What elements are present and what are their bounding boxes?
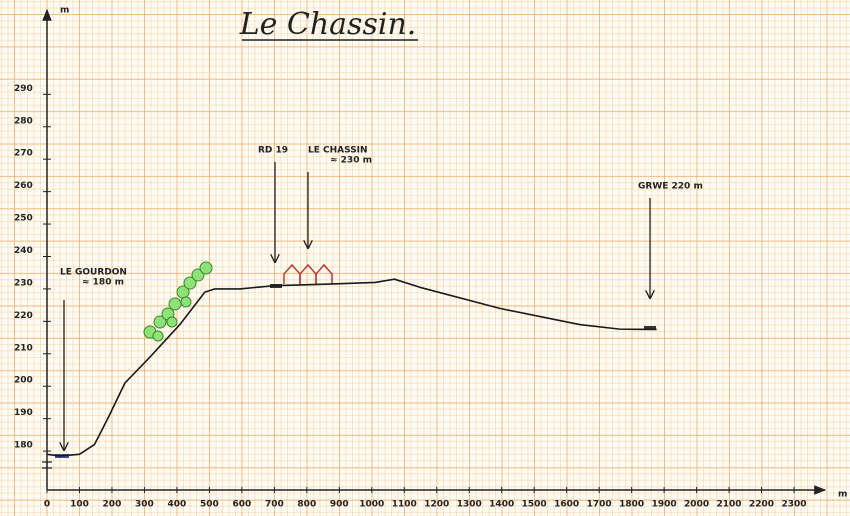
x-tick-label: 1400 [489,500,514,510]
x-tick-label: 1100 [392,500,417,510]
y-tick-label: 210 [14,343,33,353]
x-tick-label: 0 [44,500,50,510]
x-tick-label: 800 [297,500,316,510]
axis-break [42,461,52,469]
x-tick-label: 1600 [554,500,579,510]
y-tick-label: 280 [14,116,33,126]
y-tick-label: 290 [14,84,33,94]
y-tick-label: 220 [14,311,33,321]
x-tick-label: 1700 [587,500,612,510]
annotation: GRWE 220 m [638,182,703,192]
x-tick-label: 300 [135,500,154,510]
houses [283,263,333,284]
x-tick-label: 500 [200,500,219,510]
annotation: LE GOURDON [60,268,127,278]
x-tick-label: 100 [70,500,89,510]
annotation: RD 19 [258,146,288,156]
y-tick-label: 270 [14,149,33,159]
y-tick-label: 230 [14,278,33,288]
x-tick-label: 2100 [717,500,742,510]
annotation: ≈ 180 m [82,278,124,288]
x-tick-label: 1800 [619,500,644,510]
y-tick-label: 240 [14,246,33,256]
x-tick-label: 2200 [749,500,774,510]
x-tick-label: 600 [232,500,251,510]
y-tick-label: 250 [14,214,33,224]
y-tick-label: 190 [14,408,33,418]
x-tick-label: 1200 [424,500,449,510]
end-marker [644,326,656,330]
x-tick-label: 2300 [781,500,806,510]
annotation: LE CHASSIN [308,146,368,156]
x-tick-label: 400 [168,500,187,510]
x-tick-label: 2000 [684,500,709,510]
x-tick-label: 200 [103,500,122,510]
x-tick-label: 900 [330,500,349,510]
y-tick-label: 260 [14,181,33,191]
x-tick-label: 1000 [359,500,384,510]
x-tick-label: 1500 [522,500,547,510]
y-axis-label: m [60,6,69,16]
x-tick-label: 1900 [652,500,677,510]
profile-line [46,278,657,457]
annotation: ≈ 230 m [330,156,372,166]
y-tick-label: 180 [14,441,33,451]
chart-title: Le Chassin. [239,7,417,42]
y-tick-label: 200 [14,376,33,386]
x-tick-label: 700 [265,500,284,510]
trees [143,261,213,342]
x-axis-label: m [838,490,847,500]
x-tick-label: 1300 [457,500,482,510]
